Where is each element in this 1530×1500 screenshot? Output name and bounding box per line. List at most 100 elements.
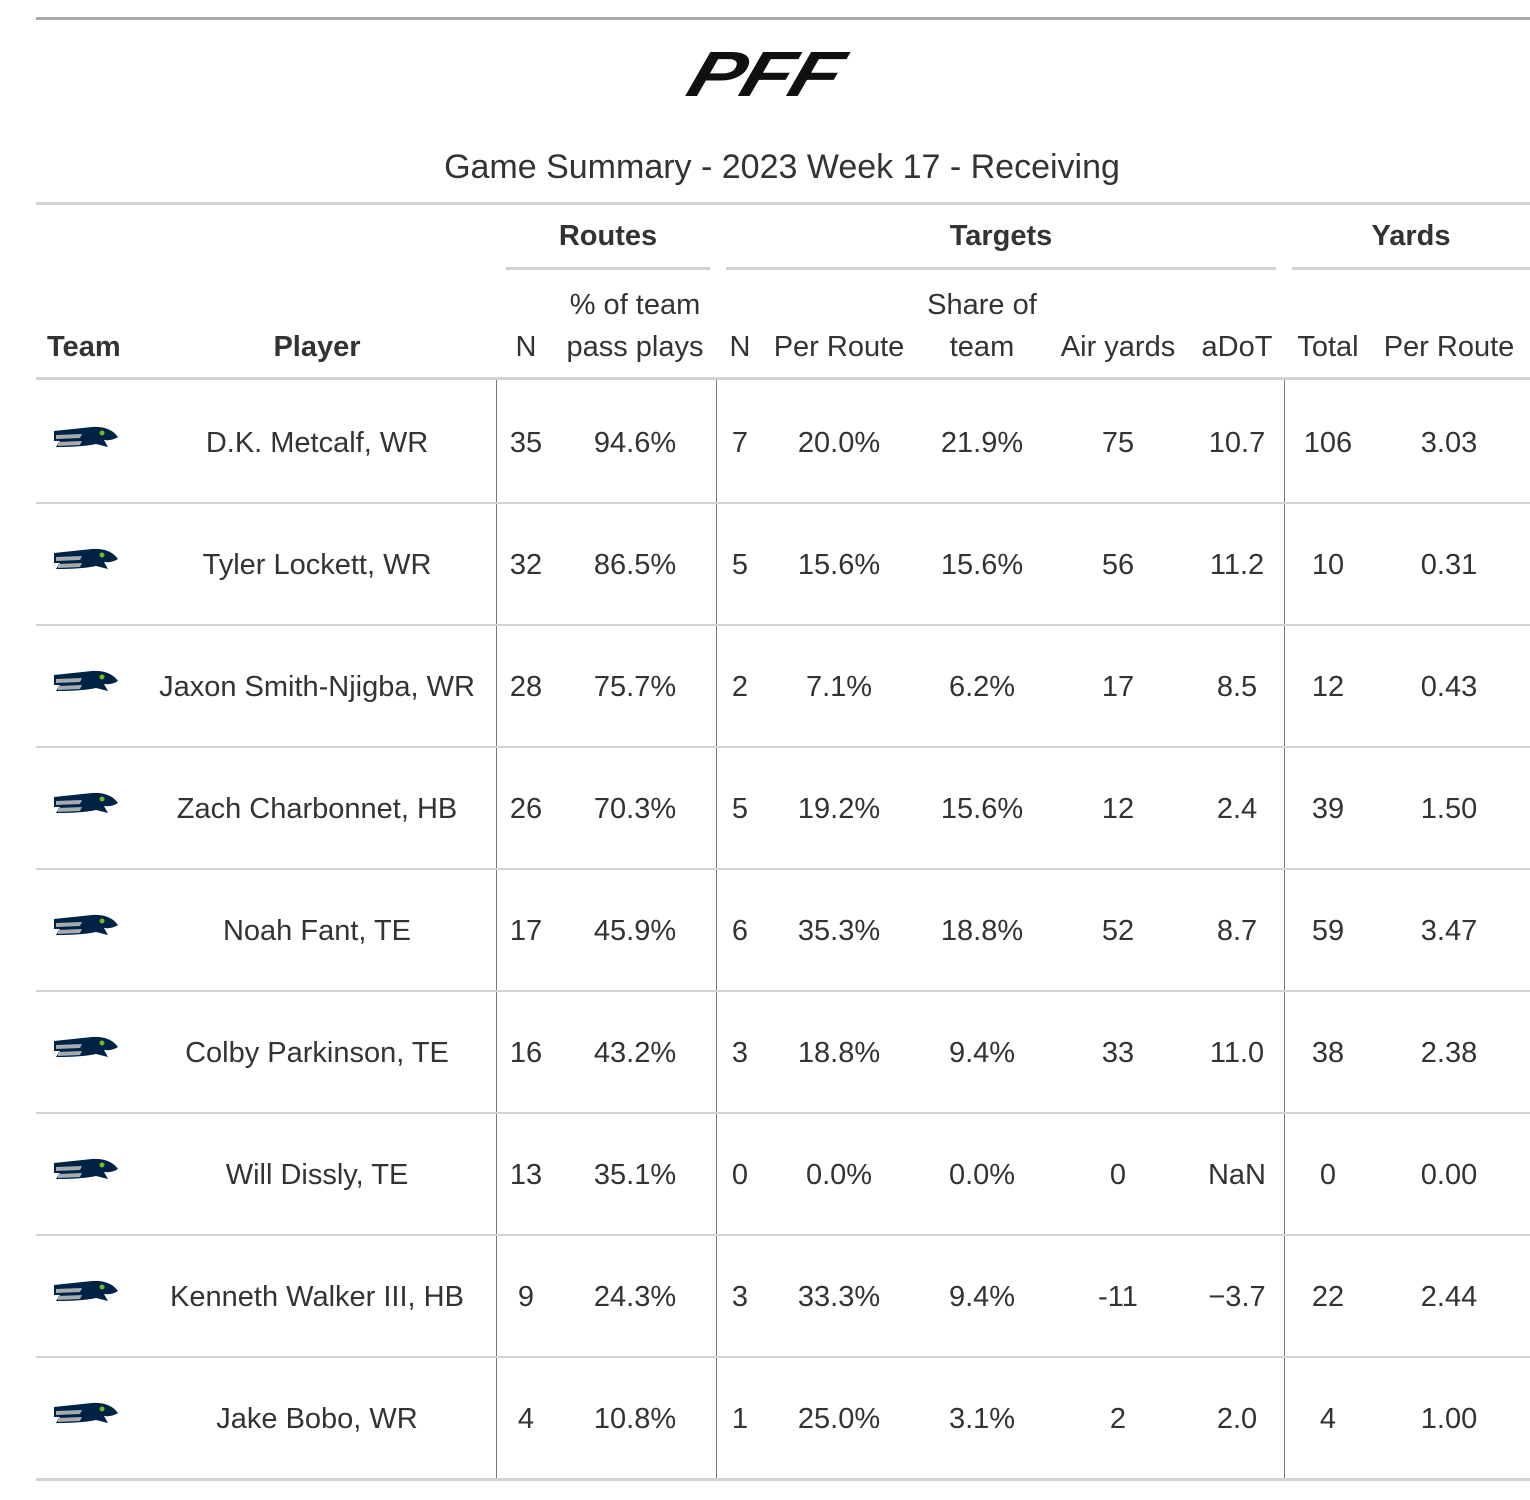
cell-value: 0 [1319, 1159, 1337, 1191]
column-header: Air yards [1060, 331, 1176, 363]
cell-value: 15.6% [797, 549, 881, 581]
spanner-rule [726, 267, 1276, 270]
team-logo-icon [54, 1280, 118, 1301]
header-rule [36, 377, 1530, 380]
column-divider [716, 380, 717, 1478]
title-rule [36, 202, 1530, 205]
column-header: Player [273, 331, 361, 363]
column-header: Total [1297, 331, 1359, 363]
player-name: D.K. Metcalf, WR [205, 427, 429, 459]
cell-value: 106 [1303, 427, 1353, 459]
cell-value: 15.6% [940, 793, 1024, 825]
row-rule [36, 1356, 1530, 1358]
team-logo-icon [54, 548, 118, 569]
cell-value: 2 [731, 671, 749, 703]
cell-value: 7.1% [805, 671, 873, 703]
team-logo [52, 1155, 120, 1185]
cell-value: 10.8% [593, 1403, 677, 1435]
team-logo [52, 1033, 120, 1063]
column-header: Per Route [773, 331, 905, 363]
cell-value: 2.0 [1216, 1403, 1258, 1435]
cell-value: 38 [1311, 1037, 1345, 1069]
cell-value: 11.0 [1209, 1037, 1265, 1069]
cell-value: 5 [731, 793, 749, 825]
cell-value: 0.00 [1420, 1159, 1478, 1191]
team-logo [52, 911, 120, 941]
spanner-label: Targets [949, 220, 1053, 252]
team-logo-icon [54, 670, 118, 691]
cell-value: 18.8% [797, 1037, 881, 1069]
cell-value: 2 [1109, 1403, 1127, 1435]
cell-value: 0 [731, 1159, 749, 1191]
team-logo-icon [54, 426, 118, 447]
cell-value: 8.5 [1216, 671, 1258, 703]
cell-value: 0 [1109, 1159, 1127, 1191]
cell-value: 11.2 [1209, 549, 1265, 581]
cell-value: 75.7% [593, 671, 677, 703]
cell-value: 9 [517, 1281, 535, 1313]
cell-value: 5 [731, 549, 749, 581]
row-rule [36, 1112, 1530, 1114]
team-logo-icon [54, 1402, 118, 1423]
team-logo-icon [54, 792, 118, 813]
cell-value: 24.3% [593, 1281, 677, 1313]
top-border [36, 17, 1530, 20]
cell-value: 25.0% [797, 1403, 881, 1435]
cell-value: 70.3% [593, 793, 677, 825]
player-name: Tyler Lockett, WR [202, 549, 432, 581]
cell-value: 8.7 [1216, 915, 1258, 947]
cell-value: 3 [731, 1037, 749, 1069]
cell-value: −3.7 [1208, 1281, 1266, 1313]
cell-value: 35 [509, 427, 543, 459]
team-logo [52, 545, 120, 575]
column-header: Per Route [1383, 331, 1515, 363]
row-rule [36, 624, 1530, 626]
cell-value: 32 [509, 549, 543, 581]
column-header: aDoT [1201, 331, 1273, 363]
cell-value: -11 [1098, 1281, 1138, 1313]
cell-value: 9.4% [948, 1281, 1016, 1313]
team-logo-icon [54, 1036, 118, 1057]
player-name: Kenneth Walker III, HB [170, 1281, 464, 1313]
player-name: Will Dissly, TE [225, 1159, 409, 1191]
player-name: Zach Charbonnet, HB [176, 793, 458, 825]
column-divider [496, 380, 497, 1478]
spanner-label: Yards [1371, 220, 1451, 252]
cell-value: 9.4% [948, 1037, 1016, 1069]
player-name: Jaxon Smith-Njigba, WR [159, 671, 475, 703]
cell-value: 4 [517, 1403, 535, 1435]
column-header: % of team pass plays [566, 289, 704, 363]
cell-value: NaN [1207, 1159, 1266, 1191]
row-rule [36, 1234, 1530, 1236]
cell-value: 3.03 [1420, 427, 1478, 459]
logo: PFF [679, 39, 852, 111]
cell-value: 94.6% [593, 427, 677, 459]
cell-value: 1.00 [1420, 1403, 1478, 1435]
cell-value: 7 [731, 427, 749, 459]
cell-value: 56 [1101, 549, 1135, 581]
cell-value: 86.5% [593, 549, 677, 581]
cell-value: 28 [509, 671, 543, 703]
cell-value: 0.0% [805, 1159, 873, 1191]
spanner-rule [506, 267, 710, 270]
cell-value: 22 [1311, 1281, 1345, 1313]
cell-value: 26 [509, 793, 543, 825]
cell-value: 17 [509, 915, 543, 947]
team-logo-icon [54, 1158, 118, 1179]
cell-value: 3 [731, 1281, 749, 1313]
cell-value: 0.0% [948, 1159, 1016, 1191]
cell-value: 1 [731, 1403, 749, 1435]
cell-value: 13 [509, 1159, 543, 1191]
cell-value: 6 [731, 915, 749, 947]
cell-value: 43.2% [593, 1037, 677, 1069]
cell-value: 59 [1311, 915, 1345, 947]
spanner-rule [1292, 267, 1530, 270]
row-rule [36, 990, 1530, 992]
cell-value: 35.3% [797, 915, 881, 947]
cell-value: 52 [1101, 915, 1135, 947]
cell-value: 6.2% [948, 671, 1016, 703]
team-logo [52, 667, 120, 697]
team-logo [52, 423, 120, 453]
cell-value: 19.2% [797, 793, 881, 825]
